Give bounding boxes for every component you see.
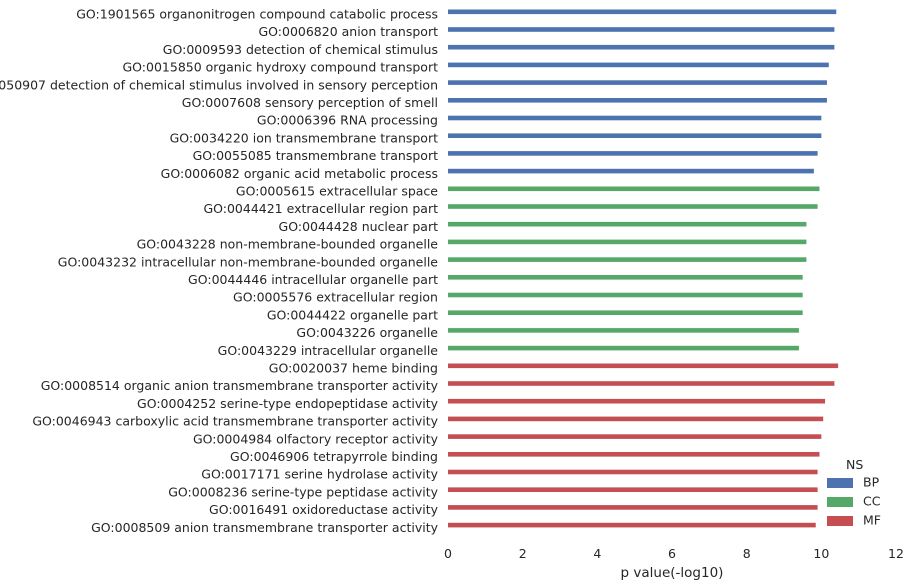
x-tick-label: 12 [888,546,904,561]
bar [448,434,822,439]
legend-title: NS [846,457,863,472]
category-label: GO:0043232 intracellular non-membrane-bo… [58,254,439,269]
bar [448,44,835,50]
x-axis-title: p value(-log10) [621,565,724,581]
bar [448,505,818,510]
category-label: GO:0034220 ion transmembrane transport [170,130,439,145]
category-label: GO:0043226 organelle [296,325,438,340]
bars-group [448,9,839,528]
category-label: GO:0005615 extracellular space [236,184,438,199]
bar [448,27,835,32]
bar [448,381,835,386]
category-label: GO:0016491 oxidoreductase activity [209,502,439,517]
category-label: GO:0008509 anion transmembrane transport… [91,520,438,535]
bar [448,452,820,457]
bar [448,469,818,475]
bar [448,310,803,315]
category-label: GO:0044421 extracellular region part [203,201,438,216]
category-label: GO:0008236 serine-type peptidase activit… [168,484,438,499]
category-label: GO:0043228 non-membrane-bounded organell… [137,237,439,252]
legend-swatch [827,478,853,488]
bar [448,168,814,174]
bar [448,328,799,333]
bar [448,62,829,68]
category-label: GO:0008514 organic anion transmembrane t… [41,378,439,393]
category-label: GO:0006082 organic acid metabolic proces… [161,166,438,181]
category-label: GO:0006820 anion transport [258,24,438,39]
bar [448,9,837,15]
legend-label: BP [863,475,880,490]
category-label: GO:0004984 olfactory receptor activity [193,431,439,446]
category-labels: GO:1901565 organonitrogen compound catab… [0,7,439,535]
legend-swatch [827,497,853,507]
category-label: GO:0046943 carboxylic acid transmembrane… [32,414,438,429]
x-tick-label: 8 [743,546,751,561]
bar [448,133,822,138]
bar [448,522,816,528]
legend-label: CC [863,494,881,509]
category-label: GO:0050907 detection of chemical stimulu… [0,77,438,92]
legend: NS BP CC MF [827,457,881,528]
category-label: GO:0044422 organelle part [267,307,438,322]
bar [448,345,799,351]
category-label: GO:0044428 nuclear part [279,219,439,234]
bar [448,98,827,103]
legend-label: MF [863,513,881,528]
bar [448,80,827,85]
bar [448,416,824,422]
category-label: GO:0043229 intracellular organelle [218,343,439,358]
bar [448,151,818,156]
x-tick-label: 10 [813,546,829,561]
x-tick-label: 0 [444,546,452,561]
x-tick-label: 2 [519,546,527,561]
x-tick-label: 6 [668,546,676,561]
category-label: GO:0005576 extracellular region [233,290,438,305]
bar [448,115,822,121]
category-label: GO:0007608 sensory perception of smell [182,95,438,110]
category-label: GO:0004252 serine-type endopeptidase act… [137,396,439,411]
category-label: GO:0046906 tetrapyrrole binding [230,449,438,464]
bar [448,363,839,369]
x-axis-ticks: 0 2 4 6 8 10 12 [444,546,904,561]
legend-items: BP CC MF [827,475,881,528]
bar [448,204,818,209]
category-label: GO:0009593 detection of chemical stimulu… [163,42,438,57]
bar [448,398,826,404]
bar [448,186,820,192]
category-label: GO:0055085 transmembrane transport [193,148,439,163]
bar [448,292,803,298]
bar [448,275,803,280]
category-label: GO:0015850 organic hydroxy compound tran… [122,60,438,75]
category-label: GO:1901565 organonitrogen compound catab… [76,7,438,22]
category-label: GO:0017171 serine hydrolase activity [201,467,438,482]
category-label: GO:0044446 intracellular organelle part [188,272,438,287]
bar [448,239,807,245]
category-label: GO:0020037 heme binding [269,361,438,376]
bar [448,257,807,262]
bar [448,487,818,492]
bar [448,221,807,227]
legend-swatch [827,516,853,526]
x-tick-label: 4 [593,546,601,561]
category-label: GO:0006396 RNA processing [257,113,438,128]
